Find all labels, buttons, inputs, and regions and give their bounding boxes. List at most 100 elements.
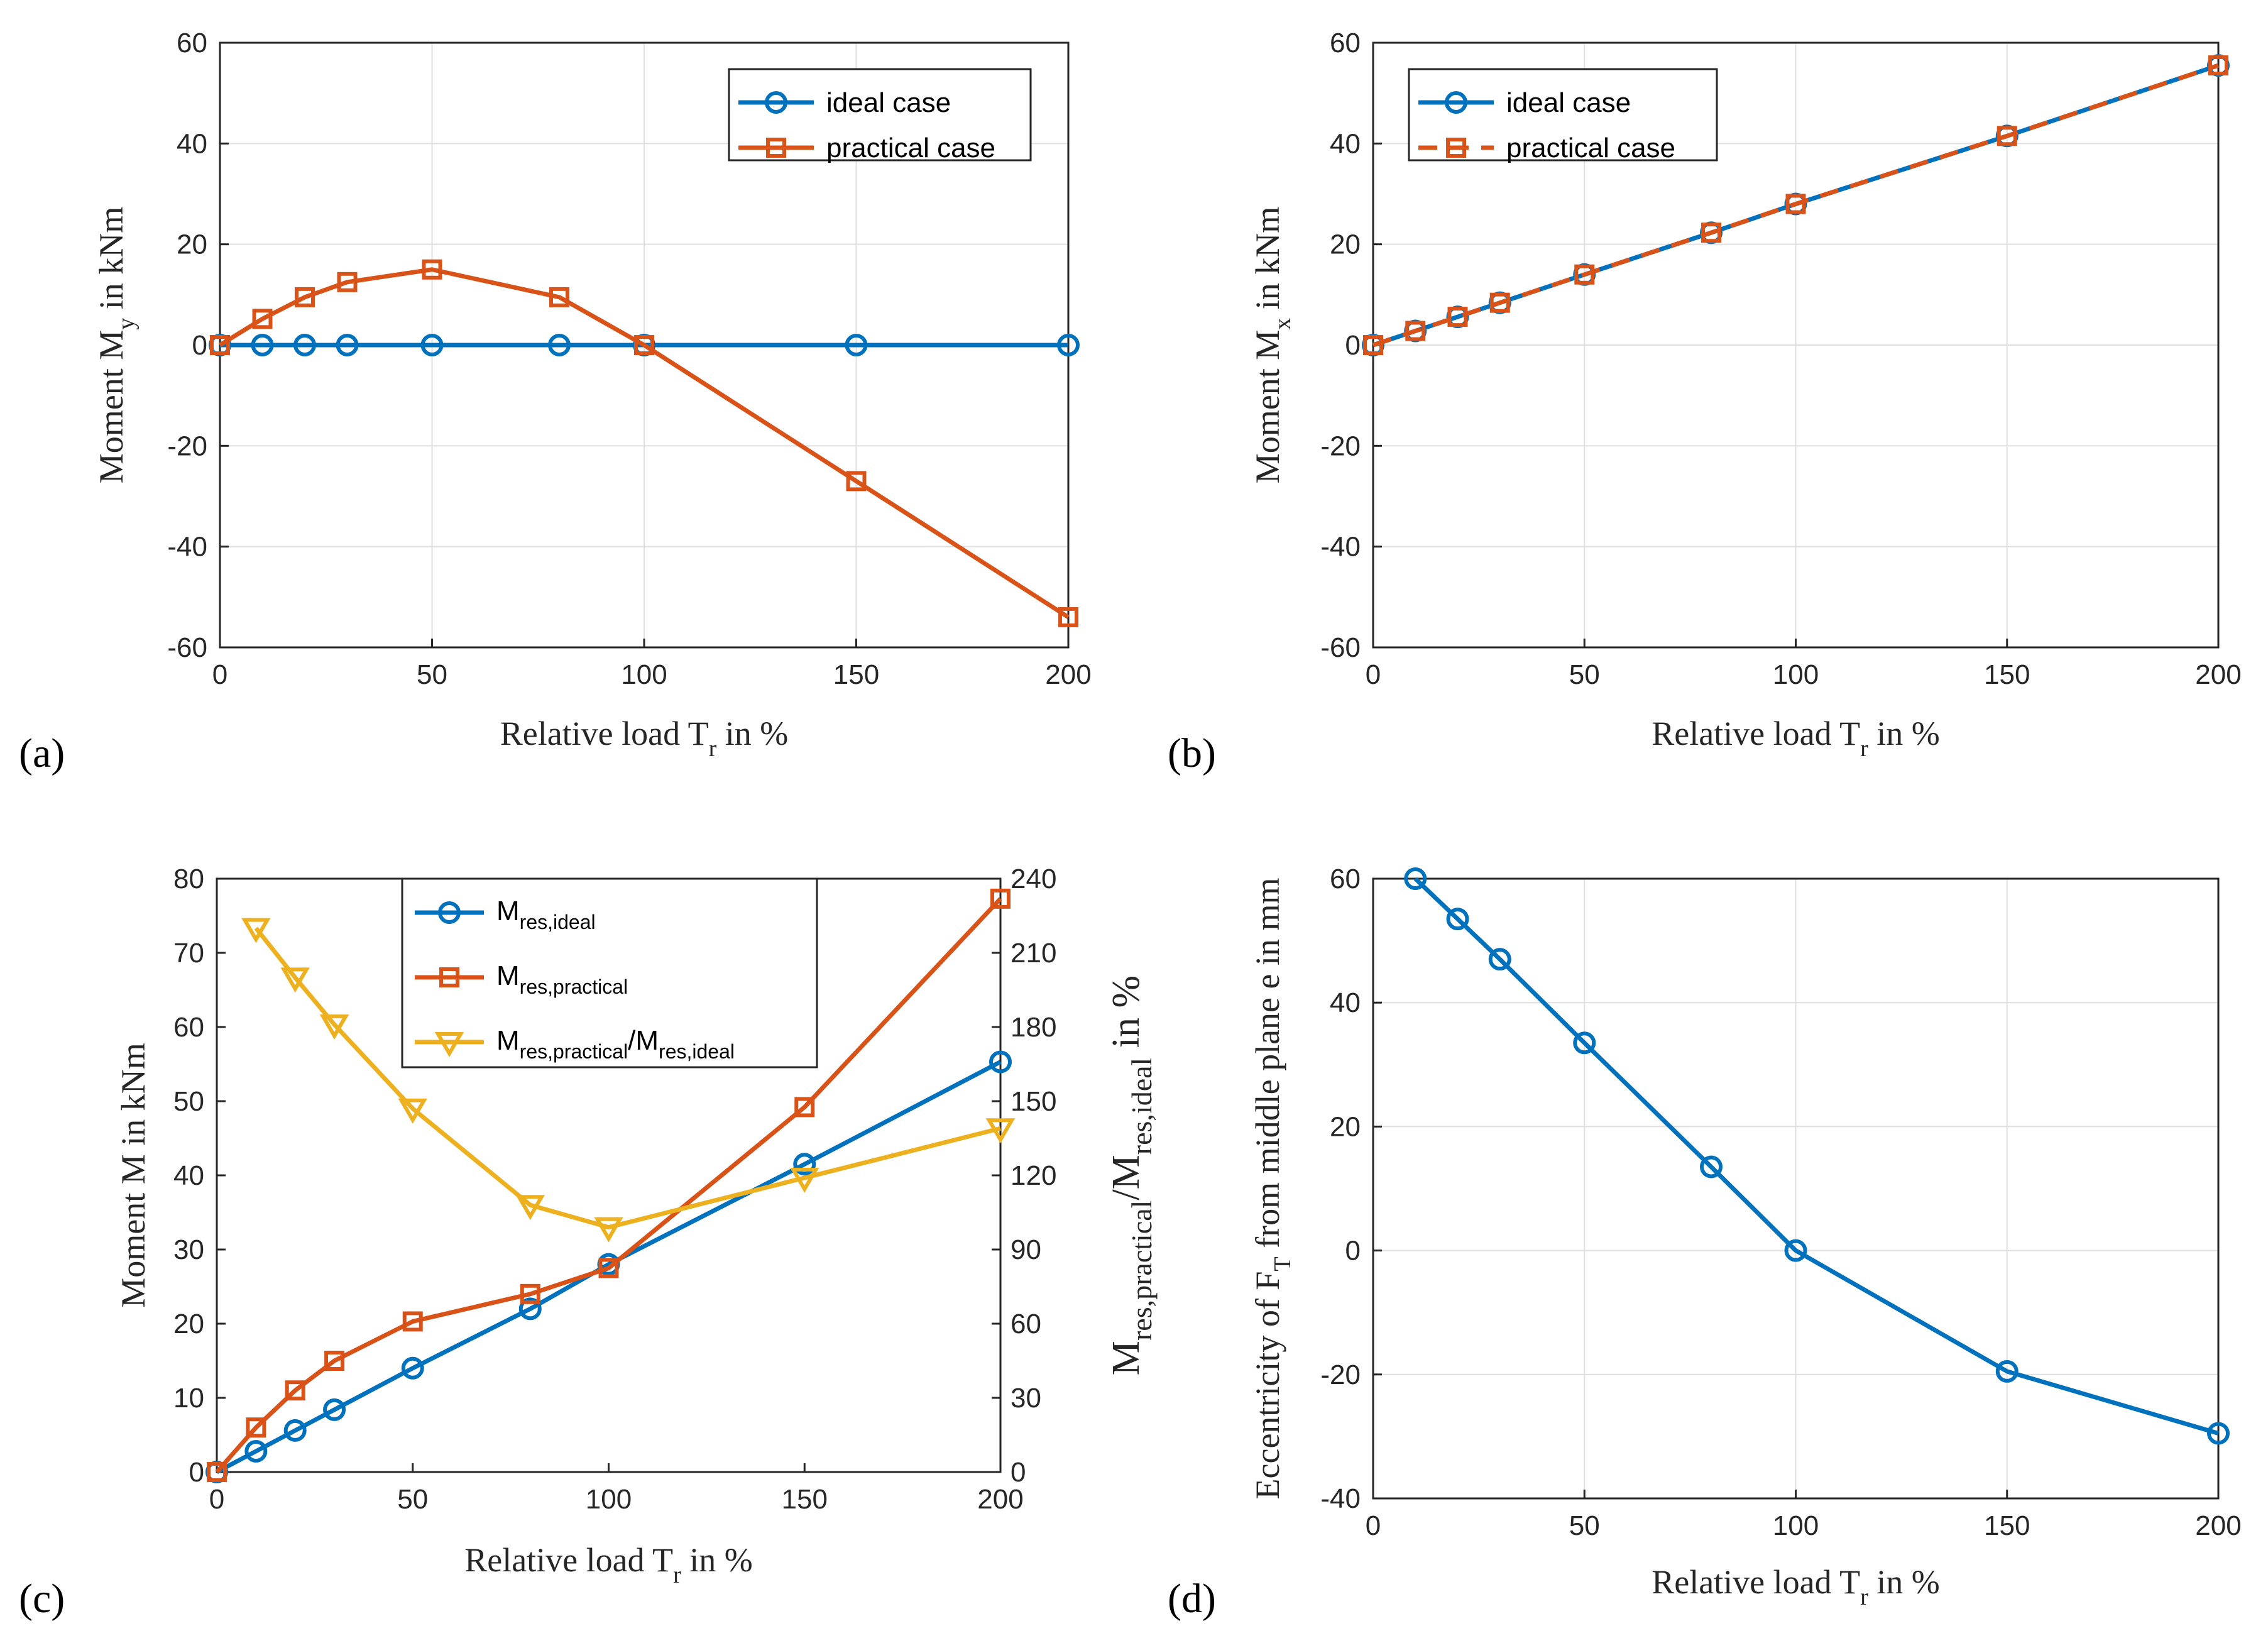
x-tick-label: 200 [2195,1510,2241,1541]
x-axis-label: Relative load Tr in % [500,715,789,762]
data-point [323,1398,346,1421]
data-point [401,1356,424,1380]
x-tick-label: 150 [1984,1510,2030,1541]
y-tick-label: -20 [1320,1360,1361,1390]
panel-a: 0 50 100 150 200 -60 -40 -20 0 20 40 60 Relative loa… [19,28,1092,776]
data-point [420,334,444,356]
y-tick-label: 40 [1330,128,1361,159]
y-tick-label: -20 [167,431,207,461]
panel-d: 0 50 100 150 200 -40 -20 0 20 40 60 Relative load T… [1168,864,2242,1622]
legend-swatch-marker [765,91,787,114]
x-tick-label: 50 [417,659,447,690]
legend-label: Mres,practical [496,960,628,998]
data-point [280,967,310,993]
data-point [1447,307,1468,327]
legend-swatch-marker [438,901,461,924]
data-point [989,1050,1012,1074]
data-point [594,1217,623,1243]
data-point [252,309,273,329]
y2-tick-label: 120 [1011,1160,1056,1191]
y2-tick-label: 240 [1011,864,1056,894]
y-tick-label: 60 [177,28,207,58]
y2-tick-label: 90 [1011,1234,1041,1265]
y-axis-label: Moment Mx in kNm [1249,207,1296,484]
y-axis-label: Moment M in kNm [114,1043,152,1308]
data-point [1057,334,1080,356]
data-point [1058,607,1078,627]
data-point [518,1297,542,1321]
y-tick-label: 0 [189,1457,204,1488]
legend-swatch-marker [1445,91,1467,114]
y2-tick-label: 180 [1011,1012,1056,1043]
legend-label: Mres,ideal [496,896,596,933]
data-point [1405,321,1426,341]
y-tick-label: 50 [173,1086,204,1117]
y-tick-label: 40 [173,1160,204,1191]
x-tick-label: 200 [2195,659,2241,690]
data-point [793,1153,816,1176]
y-tick-label: 20 [177,229,207,260]
data-point [422,259,442,280]
legend-swatch-marker [434,1032,464,1057]
legend-box [401,877,818,1068]
y-tick-label: 70 [173,938,204,969]
data-point [846,471,867,492]
data-point [207,1462,227,1482]
data-point [1573,1031,1596,1055]
legend-label: ideal case [826,87,951,118]
y-tick-label: 20 [173,1309,204,1339]
data-point [598,1258,619,1278]
data-point [1997,126,2017,146]
data-point [293,334,316,356]
data-point [2208,55,2228,76]
data-point [283,1419,307,1442]
x-tick-label: 50 [1569,1510,1600,1541]
data-point [336,334,359,356]
data-point [210,335,230,355]
y-tick-label: 60 [173,1012,204,1043]
y-tick-label: 20 [1330,1111,1361,1142]
data-point [985,1118,1016,1144]
y-tick-label: -60 [167,632,207,663]
series-line-eccentricity [1413,877,2219,1436]
data-point [548,334,571,356]
data-point [285,1380,305,1401]
y2-tick-label: 60 [1011,1309,1041,1339]
panel-label: (a) [19,730,65,776]
y2-tick-label: 30 [1011,1383,1041,1414]
data-point [319,1014,349,1040]
series-line-m-res-ideal [216,1060,1002,1475]
data-point [1574,264,1595,285]
x-tick-label: 100 [1773,1510,1819,1541]
data-point [515,1195,545,1221]
data-point [845,334,868,356]
y-tick-label: -40 [1320,1483,1361,1514]
y-tick-label: 40 [177,128,207,159]
series-line-m-res-practical-m-res-ideal [254,926,1001,1230]
data-point [1784,1239,1807,1262]
data-point [990,888,1011,909]
data-point [549,287,569,307]
x-tick-label: 0 [212,659,227,690]
data-point [244,1439,268,1463]
legend-label: practical case [1506,133,1675,163]
y-tick-label: 20 [1330,229,1361,260]
y2-axis-label: Mres,practical/Mres,ideal in % [1105,975,1158,1375]
series-line-practical-case [219,267,1070,619]
x-axis-label: Relative load Tr in % [464,1541,753,1588]
y-tick-label: 40 [1330,987,1361,1018]
x-tick-label: 200 [977,1484,1023,1515]
data-point [324,1351,345,1371]
panel-b: 0 50 100 150 200 -60 -40 -20 0 20 40 60 Relative loa… [1168,28,2242,776]
data-point [1785,194,1806,214]
y2-tick-label: 150 [1011,1086,1056,1117]
series-line-m-res-practical [215,897,1002,1474]
data-point [1488,948,1511,971]
legend: Mres,ideal Mres,practical Mres,practical/M… [401,877,818,1068]
data-point [1363,335,1383,355]
data-point [790,1167,819,1193]
y-tick-label: 10 [173,1383,204,1414]
y-tick-label: 60 [1330,864,1361,894]
plot-frame [1372,877,2220,1500]
